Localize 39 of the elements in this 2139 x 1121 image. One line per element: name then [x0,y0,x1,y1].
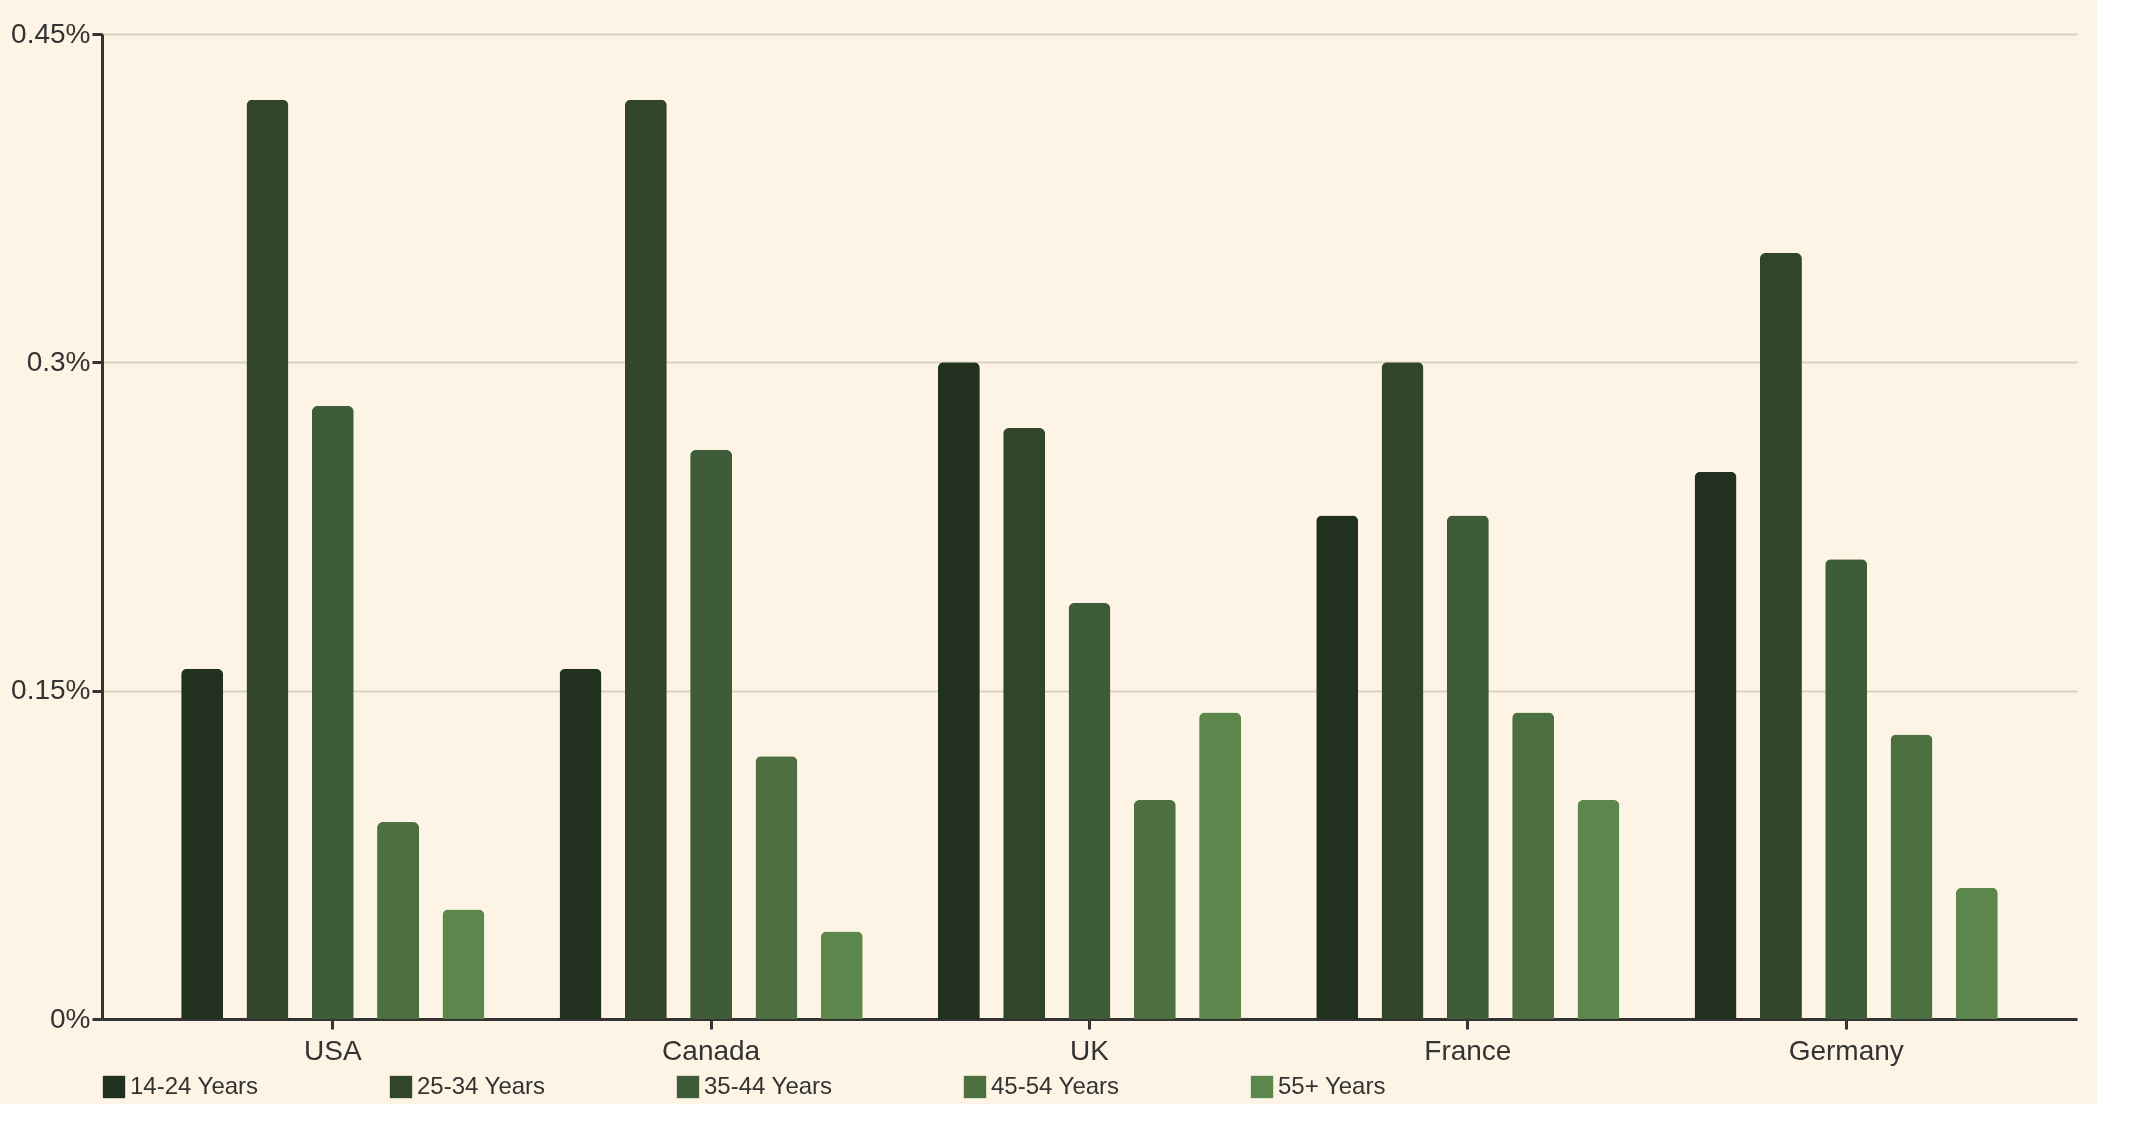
bar [377,822,420,1019]
bar [442,909,485,1019]
bar [755,756,798,1019]
legend-label: 14-24 Years [130,1072,259,1099]
bar [690,449,733,1019]
bar [1512,712,1555,1019]
bar [1890,734,1933,1019]
bar [820,931,863,1019]
bar [1577,800,1620,1019]
bar [1446,515,1489,1019]
legend-label: 25-34 Years [417,1072,546,1099]
bar [1759,252,1802,1019]
bar [1694,471,1737,1019]
y-tick-label: 0.45% [11,17,91,49]
bar [1199,712,1242,1019]
bar [1068,603,1111,1019]
y-tick-label: 0% [50,1002,91,1034]
bar [937,362,980,1019]
bar [311,406,354,1019]
bar [1133,800,1176,1019]
bar [246,99,289,1019]
bar [1003,428,1046,1019]
bar [1381,362,1424,1019]
legend-label: 35-44 Years [704,1072,833,1099]
bar [1316,515,1359,1019]
x-tick-label: UK [1070,1034,1110,1066]
bar [559,668,602,1019]
legend-label: 55+ Years [1278,1072,1386,1099]
x-tick-label: USA [304,1034,362,1066]
y-tick-label: 0.3% [26,345,91,377]
bar [1955,887,1998,1019]
x-tick-label: France [1424,1034,1512,1066]
bar [181,668,224,1019]
legend-label: 45-54 Years [991,1072,1120,1099]
y-tick-label: 0.15% [11,674,91,706]
x-tick-label: Canada [662,1034,761,1066]
x-tick-label: Germany [1788,1034,1904,1066]
bar [1825,559,1868,1019]
bar [624,99,667,1019]
